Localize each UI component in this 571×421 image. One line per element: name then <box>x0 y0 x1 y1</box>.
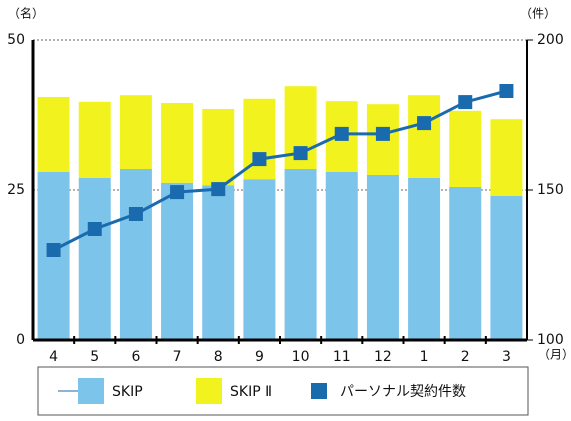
y2-tick-label: 100 <box>537 332 564 348</box>
bar <box>37 97 70 172</box>
y-axis-label: （名） <box>8 6 44 21</box>
x-tick-label: 11 <box>333 349 351 365</box>
line-marker <box>128 207 143 221</box>
y2-axis-label: （件） <box>520 7 556 21</box>
bar <box>202 109 235 186</box>
y2-tick-label: 200 <box>537 32 564 48</box>
line-marker <box>252 152 267 167</box>
bar <box>449 110 482 187</box>
legend-box <box>37 366 529 416</box>
x-tick-label: 2 <box>461 349 470 365</box>
x-tick-label: 8 <box>214 349 223 365</box>
line-marker <box>46 243 61 257</box>
bar <box>490 196 523 340</box>
x-tick-label: 7 <box>173 349 182 365</box>
y-tick-label: 0 <box>16 332 25 348</box>
x-tick-label: 9 <box>255 349 264 365</box>
legend-label: SKIP <box>112 384 143 400</box>
bar <box>78 101 111 178</box>
line-marker <box>211 182 226 197</box>
legend-swatch <box>311 383 327 399</box>
line-marker <box>293 146 308 161</box>
x-tick-label: 4 <box>49 349 58 365</box>
y-tick-label: 50 <box>7 32 25 48</box>
y-tick-label: 25 <box>7 182 25 198</box>
x-tick-label: 3 <box>502 349 511 365</box>
bar <box>490 119 523 196</box>
bar <box>119 169 152 340</box>
x-tick-label: 10 <box>292 349 310 365</box>
bar <box>202 185 235 340</box>
bar <box>366 175 399 340</box>
legend-swatch <box>78 378 104 404</box>
bar <box>408 178 441 340</box>
legend-label: パーソナル契約件数 <box>340 384 466 400</box>
x-tick-label: 12 <box>374 349 392 365</box>
x-unit-label: （月） <box>538 348 571 362</box>
line-marker <box>87 222 102 236</box>
line-marker <box>170 185 185 200</box>
bar <box>408 95 441 178</box>
bar <box>243 179 276 340</box>
line-marker <box>375 126 390 141</box>
legend-label: SKIP Ⅱ <box>230 384 272 400</box>
bar <box>325 172 358 340</box>
bar <box>161 182 194 340</box>
bar <box>119 95 152 169</box>
bar <box>284 169 317 340</box>
line-marker <box>417 116 432 131</box>
x-tick-label: 1 <box>420 349 429 365</box>
x-tick-label: 5 <box>90 349 99 365</box>
bar <box>78 178 111 340</box>
line-marker <box>334 126 349 141</box>
line-marker <box>499 84 514 98</box>
y2-tick-label: 150 <box>537 182 564 198</box>
bar <box>161 103 194 183</box>
bar <box>449 187 482 340</box>
line-marker <box>458 95 473 110</box>
x-tick-label: 6 <box>131 349 140 365</box>
legend-swatch <box>196 378 222 404</box>
